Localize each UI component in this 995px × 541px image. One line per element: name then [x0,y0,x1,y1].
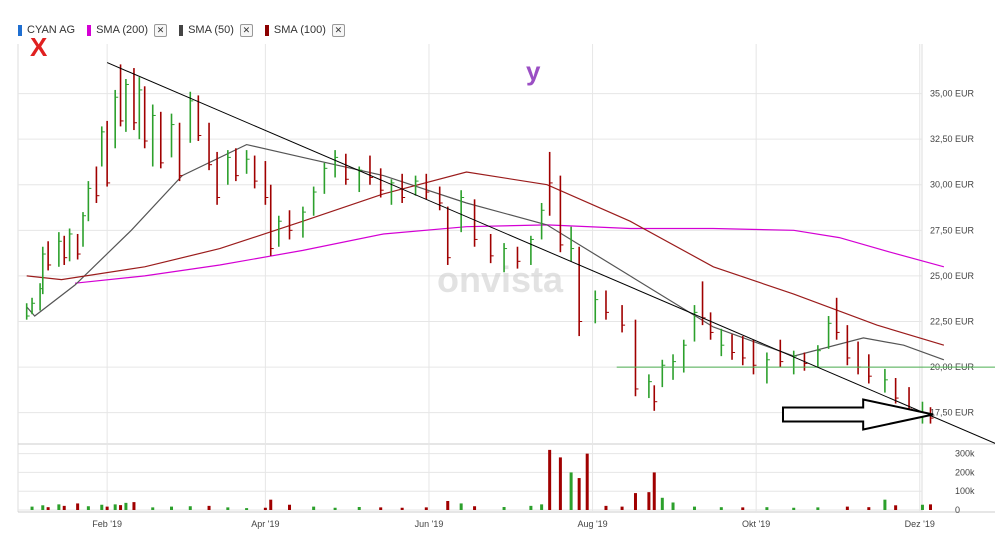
volume-bar [719,507,723,510]
volume-bar [529,505,533,510]
volume-bar [894,505,898,510]
y-tick-label: 30,00 EUR [930,180,975,190]
volume-bar [920,504,924,510]
volume-bar [473,506,477,510]
volume-bar [569,472,573,510]
y-tick-label: 32,50 EUR [930,134,975,144]
sma-line [26,143,945,361]
volume-bar [620,506,624,510]
volume-bar [86,506,90,510]
legend-item[interactable]: SMA (50) ✕ [179,23,253,37]
volume-bar [269,499,273,510]
volume-bar [446,500,450,510]
volume-bar [741,507,745,510]
volume-bar [424,507,428,510]
volume-bar [379,507,383,510]
volume-bar [502,506,506,510]
volume-bar [867,507,871,510]
y-tick-label: 22,50 EUR [930,316,975,326]
volume-bar [312,506,316,510]
close-icon[interactable]: ✕ [331,23,345,37]
volume-bar [692,506,696,510]
x-tick-label: Feb '19 [92,519,122,529]
volume-bar [604,505,608,510]
volume-bar [633,493,637,510]
volume-bar [357,506,361,510]
volume-bar [647,492,651,510]
volume-bar [263,507,267,510]
legend-swatch [18,24,22,36]
volume-bar [400,507,404,510]
volume-bar [188,506,192,510]
volume-bar [124,502,128,510]
volume-bar [459,503,463,510]
trend-line [106,62,995,444]
annotation-y: y [526,56,541,86]
volume-bar [792,507,796,510]
volume-tick-label: 0 [955,505,960,515]
volume-bar [558,457,562,510]
volume-bar [845,506,849,510]
volume-bar [207,505,211,510]
volume-bar [46,507,50,510]
volume-bar [765,507,769,510]
volume-bar [288,504,292,510]
arrow-shape [781,398,934,431]
volume-bar [119,505,123,510]
volume-bar [540,504,544,510]
legend-item[interactable]: CYAN AG [18,24,75,36]
volume-bar [30,506,34,510]
volume-bar [113,504,117,510]
volume-bar [548,449,552,510]
chart-legend: CYAN AG SMA (200) ✕ SMA (50) ✕ SMA (100) ✕ [18,22,357,38]
legend-label: SMA (100) [273,24,326,36]
legend-swatch [179,24,184,36]
annotation-x: X [30,32,48,62]
volume-bar [132,502,136,510]
legend-label: CYAN AG [27,24,76,36]
x-tick-label: Aug '19 [577,519,607,529]
volume-bar [100,504,104,510]
y-tick-label: 35,00 EUR [930,89,975,99]
volume-tick-label: 100k [955,486,975,496]
volume-bar [816,507,820,510]
volume-bar [151,507,155,510]
volume-bar [333,507,337,510]
legend-swatch [264,24,269,36]
watermark-logo: onvista [437,259,564,300]
volume-tick-label: 300k [955,449,975,459]
volume-bar [226,507,230,510]
x-tick-label: Jun '19 [415,519,444,529]
volume-bar [652,472,656,510]
sma-line [26,171,945,346]
volume-bar [245,508,249,510]
volume-bar [76,503,80,510]
x-tick-label: Okt '19 [742,519,770,529]
volume-bar [660,497,664,510]
volume-tick-label: 200k [955,467,975,477]
y-tick-label: 27,50 EUR [930,225,975,235]
legend-item[interactable]: SMA (200) ✕ [87,23,168,37]
volume-bar [928,504,932,510]
close-icon[interactable]: ✕ [154,23,168,37]
legend-label: SMA (200) [96,24,149,36]
volume-bar [585,453,589,510]
legend-label: SMA (50) [188,24,234,36]
volume-bar [577,478,581,510]
volume-bar [105,506,109,510]
volume-bar [62,505,66,510]
close-icon[interactable]: ✕ [239,23,253,37]
volume-bar [170,506,174,510]
x-tick-label: Apr '19 [251,519,279,529]
volume-bar [883,499,887,510]
y-tick-label: 25,00 EUR [930,271,975,281]
legend-swatch [87,24,92,36]
legend-item[interactable]: SMA (100) ✕ [264,23,345,37]
y-tick-label: 17,50 EUR [930,408,975,418]
volume-bar [41,505,45,510]
volume-bar [671,502,675,510]
volume-bar [57,504,61,510]
x-tick-label: Dez '19 [905,519,935,529]
